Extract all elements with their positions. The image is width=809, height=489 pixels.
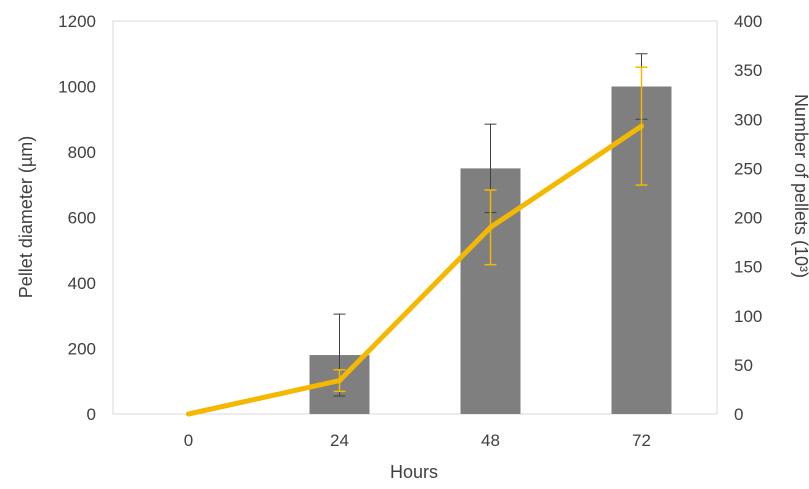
left-axis-tick-label: 600 — [68, 209, 96, 228]
line-series — [186, 123, 644, 417]
left-axis-tick-label: 0 — [87, 405, 96, 424]
right-axis-tick-label: 150 — [734, 258, 762, 277]
left-axis-tick-label: 1000 — [58, 78, 96, 97]
left-axis-tick-label: 800 — [68, 143, 96, 162]
right-axis-tick-label: 400 — [734, 12, 762, 31]
right-axis-tick-label: 200 — [734, 209, 762, 228]
x-axis-ticks: 0 24 48 72 — [184, 431, 651, 450]
left-axis-tick-label: 400 — [68, 274, 96, 293]
left-axis-title: Pellet diameter (µm) — [16, 136, 36, 298]
right-axis-tick-label: 300 — [734, 110, 762, 129]
right-axis-tick-label: 50 — [734, 356, 753, 375]
line-path — [186, 123, 644, 417]
line-point — [186, 411, 191, 417]
right-axis-tick-label: 100 — [734, 307, 762, 326]
left-axis-tick-label: 200 — [68, 340, 96, 359]
x-axis-tick-label: 24 — [330, 431, 349, 450]
right-axis-title: Number of pellets (10³) — [791, 94, 809, 278]
right-axis-tick-label: 350 — [734, 61, 762, 80]
x-axis-title: Hours — [390, 462, 438, 482]
left-axis-ticks: 0 200 400 600 800 1000 1200 — [58, 12, 96, 424]
right-axis-ticks: 0 50 100 150 200 250 300 350 400 — [734, 12, 762, 424]
x-axis-tick-label: 72 — [632, 431, 651, 450]
line-error-bars — [333, 66, 648, 393]
x-axis-tick-label: 0 — [184, 431, 193, 450]
right-axis-tick-label: 250 — [734, 159, 762, 178]
right-axis-tick-label: 0 — [734, 405, 743, 424]
left-axis-tick-label: 1200 — [58, 12, 96, 31]
x-axis-tick-label: 48 — [481, 431, 500, 450]
